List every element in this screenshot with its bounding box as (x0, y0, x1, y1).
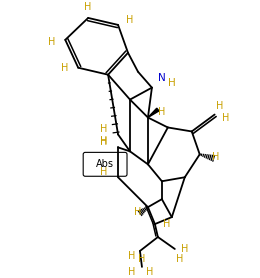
Text: H: H (163, 219, 171, 229)
Text: H: H (48, 37, 55, 47)
Text: H: H (100, 137, 108, 147)
Text: H: H (146, 267, 154, 277)
Text: H: H (100, 167, 108, 177)
Text: H: H (212, 152, 219, 162)
Text: H: H (61, 63, 68, 73)
FancyBboxPatch shape (83, 152, 127, 176)
Text: H: H (100, 136, 108, 147)
Text: Abs: Abs (96, 159, 114, 169)
Text: H: H (158, 106, 166, 116)
Text: H: H (222, 113, 229, 123)
Text: H: H (181, 244, 188, 254)
Text: H: H (168, 78, 176, 88)
Text: H: H (126, 15, 134, 25)
Text: N: N (158, 73, 166, 83)
Text: H: H (84, 2, 92, 12)
Text: H: H (128, 267, 136, 277)
Text: H: H (100, 125, 108, 135)
Text: H: H (138, 254, 146, 264)
Text: H: H (128, 251, 136, 261)
Text: H: H (176, 254, 184, 264)
Polygon shape (148, 108, 159, 118)
Text: H: H (216, 101, 223, 111)
Text: H: H (134, 207, 142, 217)
